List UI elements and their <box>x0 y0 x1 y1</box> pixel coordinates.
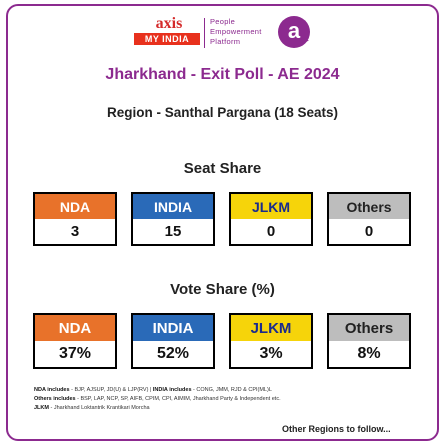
seat-card-label: INDIA <box>133 194 213 219</box>
logo-a-badge-tail <box>301 40 309 46</box>
footnote-line-2: Others includes - BSP, LAP, NCP, SP, AIF… <box>34 395 414 404</box>
seat-card-india: INDIA 15 <box>131 192 215 246</box>
jlkm-note-label: JLKM <box>34 405 49 411</box>
vote-card-value: 52% <box>156 345 190 362</box>
vote-card-label: JLKM <box>231 315 311 341</box>
vote-card-value: 3% <box>259 345 283 362</box>
logo-myindia-text: MY INDIA <box>134 33 200 45</box>
seat-card-others: Others 0 <box>327 192 411 246</box>
vote-card-jlkm: JLKM 3% <box>229 313 313 369</box>
vote-card-label: Others <box>329 315 409 341</box>
vote-share-cards: NDA 37% INDIA 52% JLKM 3% Others 8% <box>33 313 413 369</box>
vote-card-nda: NDA 37% <box>33 313 117 369</box>
seat-share-cards: NDA 3 INDIA 15 JLKM 0 Others 0 <box>33 192 413 246</box>
nda-note-text: - BJP, AJSUP, JD(U) & LJP(RV) | <box>69 387 153 393</box>
region-subtitle: Region - Santhal Pargana (18 Seats) <box>106 105 339 120</box>
seat-card-label: NDA <box>35 194 115 219</box>
seat-share-heading: Seat Share <box>183 160 262 177</box>
seat-card-jlkm: JLKM 0 <box>229 192 313 246</box>
others-note-label: Others includes <box>34 396 76 402</box>
logo: axis MY INDIA People Empowerment Platfor… <box>0 16 445 56</box>
footnote-line-1: NDA includes - BJP, AJSUP, JD(U) & LJP(R… <box>34 386 414 395</box>
vote-card-label: INDIA <box>133 315 213 341</box>
vote-card-value: 37% <box>58 345 92 362</box>
logo-tagline-line-2: Empowerment <box>210 27 262 36</box>
nda-note-label: NDA includes <box>34 387 70 393</box>
jlkm-note-text: - Jharkhand Loktantrik Krantikari Morcha <box>48 405 150 411</box>
india-note-text: - CONG, JMM, RJD & CPI(ML)L <box>191 387 272 393</box>
footnote-line-3: JLKM - Jharkhand Loktantrik Krantikari M… <box>34 404 414 413</box>
india-note-label: INDIA includes <box>152 387 192 393</box>
footnotes: NDA includes - BJP, AJSUP, JD(U) & LJP(R… <box>34 386 414 413</box>
page-title: Jharkhand - Exit Poll - AE 2024 <box>105 66 340 83</box>
vote-card-label: NDA <box>35 315 115 341</box>
logo-a-badge-icon: a <box>278 16 310 48</box>
vote-card-value: 8% <box>357 345 381 362</box>
logo-tagline-line-1: People <box>210 17 236 26</box>
vote-share-heading: Vote Share (%) <box>170 281 275 298</box>
vote-card-india: INDIA 52% <box>131 313 215 369</box>
seat-card-value: 0 <box>266 223 276 240</box>
other-regions-note: Other Regions to follow... <box>282 424 391 434</box>
seat-card-value: 15 <box>164 223 182 240</box>
seat-card-value: 3 <box>70 223 80 240</box>
others-note-text: - BSP, LAP, NCP, SP, AIFB, CPIM, CPI, AI… <box>75 396 281 402</box>
logo-divider <box>204 18 205 48</box>
logo-tagline: People Empowerment Platform <box>210 17 280 47</box>
vote-card-others: Others 8% <box>327 313 411 369</box>
seat-card-label: Others <box>329 194 409 219</box>
seat-card-nda: NDA 3 <box>33 192 117 246</box>
logo-tagline-line-3: Platform <box>210 37 241 46</box>
logo-axis-text: axis <box>155 15 183 32</box>
seat-card-value: 0 <box>364 223 374 240</box>
seat-card-label: JLKM <box>231 194 311 219</box>
